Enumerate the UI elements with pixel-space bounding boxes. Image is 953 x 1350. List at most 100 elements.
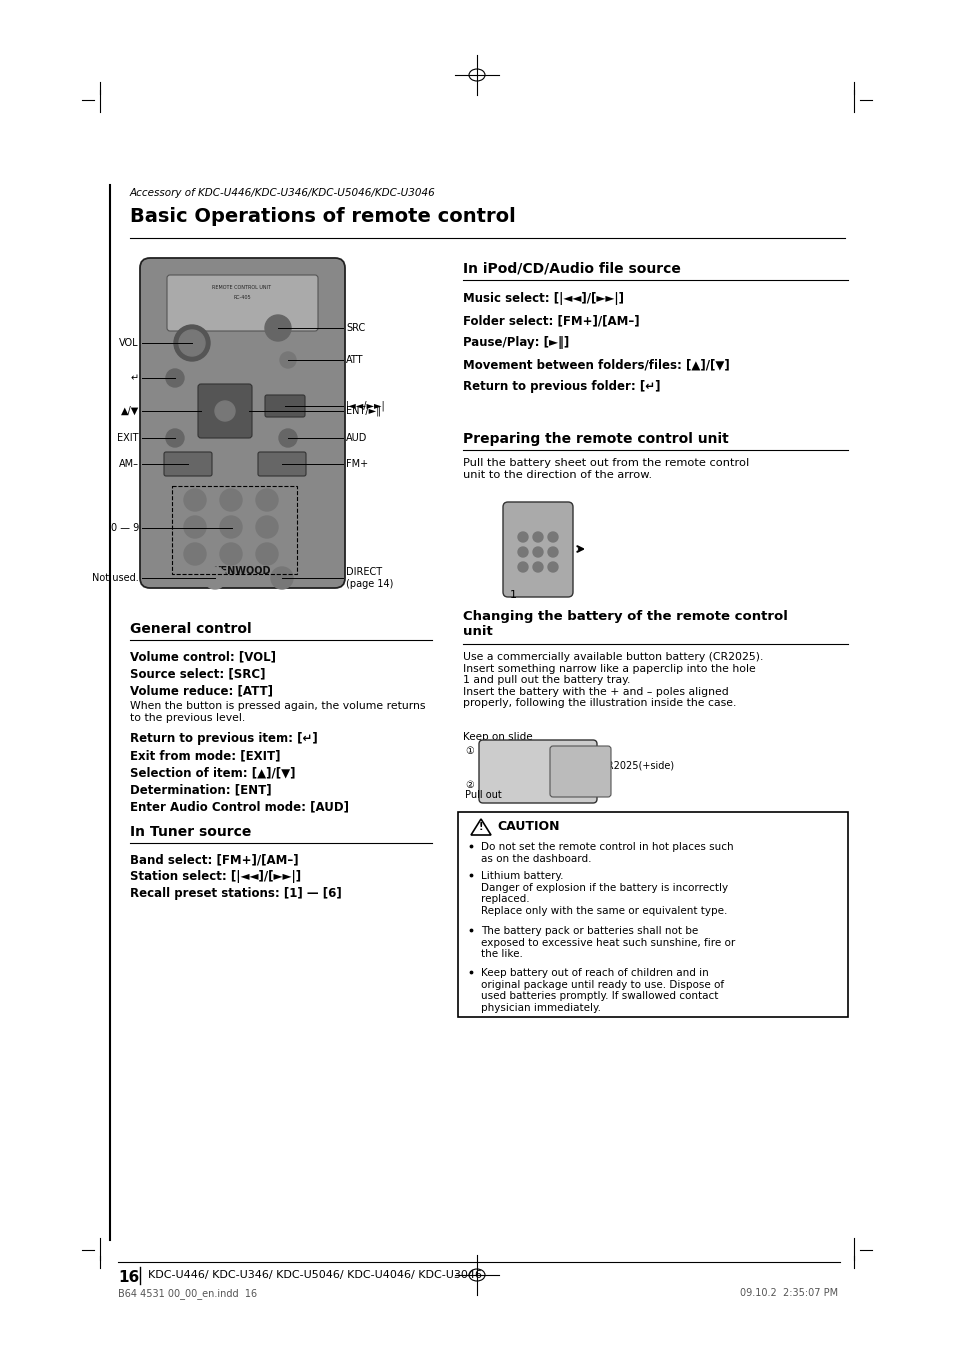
Text: Enter Audio Control mode: [AUD]: Enter Audio Control mode: [AUD] (130, 801, 349, 813)
Circle shape (204, 567, 226, 589)
Text: DIRECT
(page 14): DIRECT (page 14) (346, 567, 393, 589)
Text: Return to previous item: [↵]: Return to previous item: [↵] (130, 732, 317, 745)
Text: Changing the battery of the remote control
unit: Changing the battery of the remote contr… (462, 610, 787, 639)
Text: ▲: ▲ (189, 336, 194, 342)
Text: 0: 0 (213, 572, 217, 582)
Text: Music select: [|◄◄]/[►►|]: Music select: [|◄◄]/[►►|] (462, 292, 623, 305)
Circle shape (533, 532, 542, 541)
Text: 4: 4 (193, 522, 197, 531)
Text: Pause/Play: [►‖]: Pause/Play: [►‖] (462, 336, 569, 350)
Circle shape (220, 516, 242, 539)
Text: Volume control: [VOL]: Volume control: [VOL] (130, 649, 275, 663)
Text: KDC-U446/ KDC-U346/ KDC-U5046/ KDC-U4046/ KDC-U3046: KDC-U446/ KDC-U346/ KDC-U5046/ KDC-U4046… (148, 1270, 481, 1280)
Text: ②: ② (464, 780, 474, 790)
Circle shape (220, 543, 242, 566)
Text: 1: 1 (193, 495, 197, 504)
Text: SRC: SRC (346, 323, 365, 333)
Text: FM+: FM+ (274, 458, 290, 463)
Circle shape (184, 489, 206, 512)
FancyBboxPatch shape (478, 740, 597, 803)
Text: CAUTION: CAUTION (497, 819, 558, 833)
Circle shape (166, 429, 184, 447)
Text: Movement between folders/files: [▲]/[▼]: Movement between folders/files: [▲]/[▼] (462, 358, 729, 371)
Text: Exit from mode: [EXIT]: Exit from mode: [EXIT] (130, 749, 280, 761)
Text: Use a commercially available button battery (CR2025).
Insert something narrow li: Use a commercially available button batt… (462, 652, 762, 709)
Circle shape (255, 489, 277, 512)
Circle shape (547, 532, 558, 541)
Circle shape (255, 516, 277, 539)
Text: Preparing the remote control unit: Preparing the remote control unit (462, 432, 728, 446)
Text: 16: 16 (118, 1270, 139, 1285)
Text: ①: ① (464, 747, 474, 756)
Text: Not used.: Not used. (92, 572, 139, 583)
Text: AM–: AM– (119, 459, 139, 468)
Text: |◄◄/►►|: |◄◄/►►| (346, 401, 385, 412)
Text: AM-: AM- (181, 458, 194, 463)
Text: 1: 1 (509, 590, 516, 599)
Text: 9: 9 (264, 549, 269, 558)
Text: KENWOOD: KENWOOD (213, 566, 271, 576)
Circle shape (533, 547, 542, 558)
Circle shape (214, 401, 234, 421)
FancyBboxPatch shape (140, 258, 345, 589)
Text: Band select: [FM+]/[AM–]: Band select: [FM+]/[AM–] (130, 853, 298, 865)
Circle shape (271, 567, 293, 589)
FancyBboxPatch shape (550, 747, 610, 796)
Text: ↵: ↵ (131, 373, 139, 383)
Text: REMOTE CONTROL UNIT: REMOTE CONTROL UNIT (213, 285, 272, 290)
Circle shape (179, 329, 205, 356)
Text: Return to previous folder: [↵]: Return to previous folder: [↵] (462, 379, 659, 393)
Text: ATT: ATT (346, 355, 363, 364)
Text: 5: 5 (229, 522, 233, 531)
Text: 8: 8 (229, 549, 233, 558)
Text: 3: 3 (264, 495, 269, 504)
Text: 6: 6 (264, 522, 269, 531)
FancyBboxPatch shape (198, 383, 252, 437)
Text: !: ! (478, 822, 483, 832)
Text: ENT/►‖: ENT/►‖ (346, 406, 380, 416)
FancyBboxPatch shape (257, 452, 306, 477)
Text: In Tuner source: In Tuner source (130, 825, 251, 838)
Text: Basic Operations of remote control: Basic Operations of remote control (130, 207, 516, 225)
Circle shape (547, 562, 558, 572)
Text: Keep on slide: Keep on slide (462, 732, 532, 742)
Text: ▲/▼: ▲/▼ (121, 406, 139, 416)
Text: ▼: ▼ (189, 344, 194, 350)
Circle shape (533, 562, 542, 572)
Text: Pull the battery sheet out from the remote control
unit to the direction of the : Pull the battery sheet out from the remo… (462, 458, 748, 479)
Circle shape (547, 547, 558, 558)
Circle shape (517, 532, 527, 541)
Text: Folder select: [FM+]/[AM–]: Folder select: [FM+]/[AM–] (462, 315, 639, 327)
Text: EXIT: EXIT (117, 433, 139, 443)
Circle shape (517, 562, 527, 572)
Circle shape (280, 352, 295, 369)
Text: Determination: [ENT]: Determination: [ENT] (130, 783, 272, 796)
Text: VOL: VOL (119, 338, 139, 348)
Text: When the button is pressed again, the volume returns
to the previous level.: When the button is pressed again, the vo… (130, 701, 425, 722)
Text: FM+: FM+ (346, 459, 368, 468)
Text: ↵: ↵ (172, 373, 178, 382)
Text: 09.10.2  2:35:07 PM: 09.10.2 2:35:07 PM (740, 1288, 837, 1297)
Text: ▲: ▲ (222, 404, 228, 410)
Text: Lithium battery.
Danger of explosion if the battery is incorrectly
replaced.
Rep: Lithium battery. Danger of explosion if … (480, 871, 727, 915)
Text: Selection of item: [▲]/[▼]: Selection of item: [▲]/[▼] (130, 765, 295, 779)
Text: Keep battery out of reach of children and in
original package until ready to use: Keep battery out of reach of children an… (480, 968, 723, 1012)
Text: Recall preset stations: [1] — [6]: Recall preset stations: [1] — [6] (130, 887, 341, 900)
Text: CR2025(+side): CR2025(+side) (600, 761, 675, 771)
Text: RC-405: RC-405 (233, 296, 251, 300)
FancyBboxPatch shape (164, 452, 212, 477)
Text: 7: 7 (193, 549, 197, 558)
Circle shape (255, 543, 277, 566)
Circle shape (173, 325, 210, 360)
FancyBboxPatch shape (167, 275, 317, 331)
Text: General control: General control (130, 622, 252, 636)
Circle shape (220, 489, 242, 512)
FancyBboxPatch shape (265, 396, 305, 417)
Text: B64 4531 00_00_en.indd  16: B64 4531 00_00_en.indd 16 (118, 1288, 257, 1299)
Text: Do not set the remote control in hot places such
as on the dashboard.: Do not set the remote control in hot pla… (480, 842, 733, 864)
Text: Accessory of KDC-U446/KDC-U346/KDC-U5046/KDC-U3046: Accessory of KDC-U446/KDC-U346/KDC-U5046… (130, 188, 436, 198)
Bar (457, 811, 847, 1017)
Text: 2: 2 (229, 495, 233, 504)
Text: Pull out: Pull out (464, 790, 501, 801)
Text: Volume reduce: [ATT]: Volume reduce: [ATT] (130, 684, 273, 697)
